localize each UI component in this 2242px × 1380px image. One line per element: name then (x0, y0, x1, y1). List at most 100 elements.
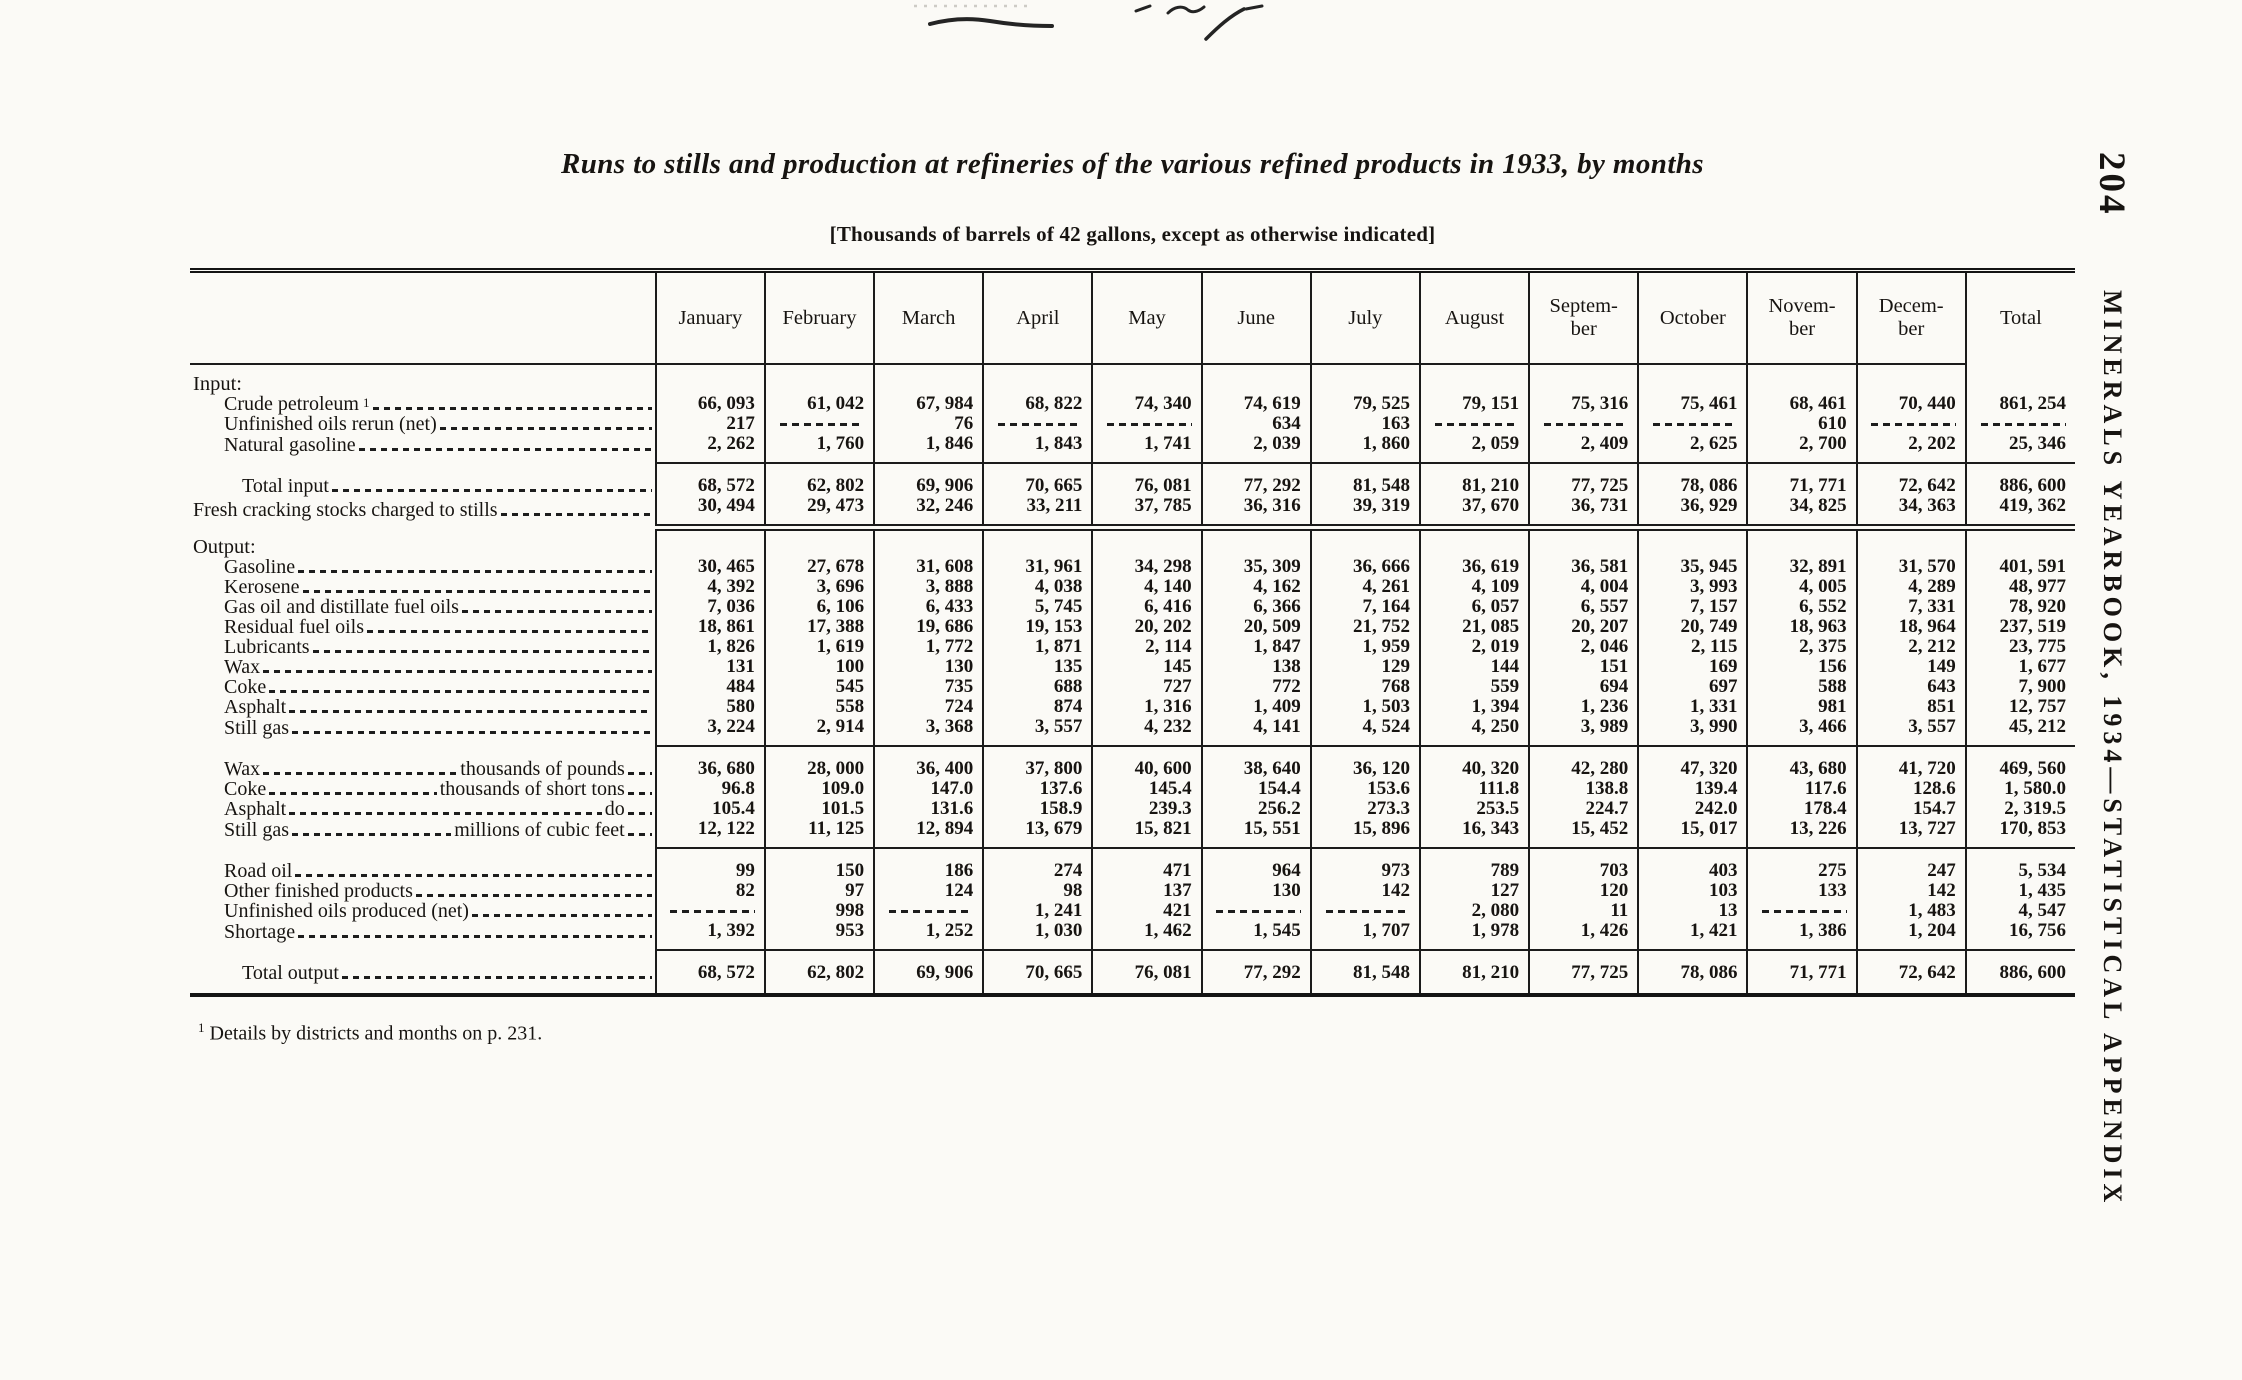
column-header: Decem- ber (1855, 273, 1966, 365)
cell: 78, 086 (1637, 463, 1748, 496)
row-unit-text: thousands of short tons (439, 777, 625, 800)
table-head: January February March April May June July Augu… (190, 273, 2075, 365)
row-label-line: Unfinished oils produced (net) (224, 901, 655, 921)
row-label: Output: (193, 535, 256, 558)
table-row: Lubricants 1, 826 1, 619 1, 772 1, 871 2, 114… (190, 635, 2075, 658)
cell (1964, 364, 2075, 394)
cell: 27, 678 (763, 556, 875, 577)
row-label: Input: (193, 373, 242, 395)
row-label-text: Natural gasoline (224, 434, 356, 456)
row-label-text: Lubricants (224, 635, 310, 658)
row-unit-text: millions of cubic feet (454, 818, 625, 841)
cell: 145.4 (1091, 778, 1202, 799)
table-row: Crude petroleum 1 66, 093 61, 042 67, 984 68,… (190, 394, 2075, 414)
row-label-text: Wax (224, 655, 261, 678)
table-row: Output: (190, 527, 2075, 558)
cell: 3, 368 (873, 716, 984, 747)
cell: 2, 914 (763, 716, 875, 747)
cell: 1, 978 (1418, 920, 1530, 951)
cell: 151 (1528, 656, 1639, 677)
cell: 111.8 (1418, 778, 1530, 799)
row-label-text: Shortage (224, 920, 296, 943)
cell: 1, 707 (1309, 920, 1420, 951)
cell: 36, 120 (1309, 745, 1420, 779)
cell: 12, 894 (873, 818, 984, 849)
row-label-text: Coke (224, 675, 267, 698)
cell: 1, 316 (1091, 696, 1202, 717)
column-header: April (982, 273, 1093, 365)
cell: 6, 057 (1418, 596, 1530, 617)
cell: 275 (1746, 847, 1857, 881)
row-label-line: Fresh cracking stocks charged to stills (193, 500, 655, 520)
dotted-leader (627, 791, 652, 795)
cell: 39, 319 (1309, 496, 1420, 531)
cell: 35, 945 (1637, 556, 1748, 577)
no-data-dashes (998, 423, 1083, 426)
no-data-dashes (1434, 423, 1520, 426)
cell: 15, 896 (1309, 818, 1420, 849)
cell: 131 (654, 656, 765, 677)
cell (1091, 364, 1202, 394)
cell (763, 414, 875, 434)
cell: 70, 665 (982, 463, 1093, 496)
cell: 1, 843 (982, 434, 1093, 464)
cell: 1, 331 (1637, 696, 1748, 717)
cell: 117.6 (1746, 778, 1857, 799)
cell: 7, 157 (1637, 596, 1748, 617)
cell: 772 (1200, 676, 1311, 697)
cell: 18, 963 (1746, 616, 1857, 637)
cell: 23, 775 (1964, 636, 2075, 657)
cell: 4, 289 (1855, 576, 1966, 597)
cell: 21, 752 (1309, 616, 1420, 637)
cell: 137 (1091, 880, 1202, 901)
cell: 4, 038 (982, 576, 1093, 597)
cell: 998 (763, 900, 875, 921)
cell: 79, 525 (1309, 394, 1420, 414)
cell: 703 (1528, 847, 1639, 881)
cell (1855, 414, 1966, 434)
cell: 109.0 (763, 778, 875, 799)
cell: 129 (1309, 656, 1420, 677)
cell: 419, 362 (1964, 496, 2075, 531)
row-label-line: Crude petroleum 1 (224, 394, 655, 414)
cell: 256.2 (1200, 798, 1311, 819)
cell: 13, 727 (1855, 818, 1966, 849)
row-label-text: Wax (224, 757, 261, 780)
cell: 401, 591 (1964, 556, 2075, 577)
cell: 43, 680 (1746, 745, 1857, 779)
cell: 973 (1309, 847, 1420, 881)
cell: 18, 861 (654, 616, 765, 637)
dotted-leader (358, 448, 652, 451)
cell: 16, 343 (1418, 818, 1530, 849)
cell: 41, 720 (1855, 745, 1966, 779)
cell: 30, 465 (654, 556, 765, 577)
cell (982, 527, 1093, 557)
row-label-text: Kerosene (224, 575, 300, 598)
cell: 2, 059 (1418, 434, 1530, 464)
table-row: Road oil 99 150 186 274 471 964 973 789 703 403 275… (190, 847, 2075, 881)
no-data-dashes (1980, 423, 2066, 426)
cell: 30, 494 (654, 496, 765, 531)
cell (763, 364, 875, 394)
no-data-dashes (1107, 423, 1192, 426)
cell: 2, 039 (1200, 434, 1311, 464)
cell: 17, 388 (763, 616, 875, 637)
cell: 15, 452 (1528, 818, 1639, 849)
cell: 1, 959 (1309, 636, 1420, 657)
cell (1637, 527, 1748, 557)
cell: 25, 346 (1964, 434, 2075, 464)
cell: 6, 416 (1091, 596, 1202, 617)
cell (982, 414, 1093, 434)
cell: 18, 964 (1855, 616, 1966, 637)
cell (1200, 364, 1311, 394)
row-label-text: Total output (242, 961, 339, 984)
cell: 78, 086 (1637, 949, 1748, 993)
dotted-leader (292, 730, 652, 734)
cell: 77, 725 (1528, 949, 1639, 993)
cell: 76, 081 (1091, 949, 1202, 993)
footnote-ref: 1 (362, 395, 370, 410)
cell: 239.3 (1091, 798, 1202, 819)
cell: 4, 004 (1528, 576, 1639, 597)
cell: 3, 696 (763, 576, 875, 597)
row-label-line: Still gas (224, 718, 655, 738)
